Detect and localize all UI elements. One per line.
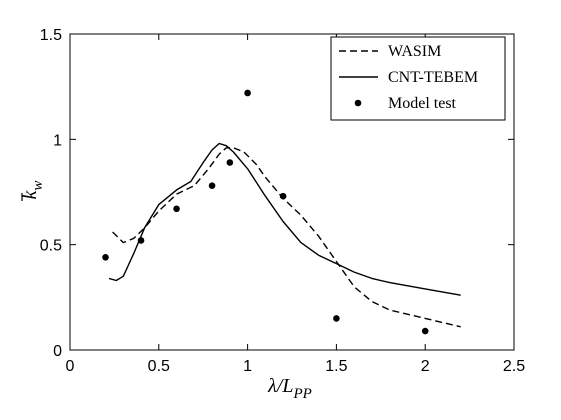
data-point-model-test [333,315,340,322]
y-axis-label-main: k [19,189,41,199]
series-layer [102,89,461,335]
data-point-model-test [173,205,180,213]
data-point-model-test [102,254,109,261]
x-tick-label: 0.5 [148,358,170,375]
x-tick-label: 1 [243,358,252,375]
legend-label-wasim: WASIM [388,43,441,60]
data-point-model-test [208,182,216,189]
data-point-model-test [137,237,145,244]
x-axis-label: λ/LPP [267,375,312,402]
y-tick-label: 0.5 [40,238,62,255]
legend-label-cnt-tebem: CNT-TEBEM [388,69,478,86]
data-point-model-test [244,89,251,97]
legend-label-model-test: Model test [388,95,457,112]
x-tick-label: 2.5 [503,358,525,375]
series-line-cnt-tebem [108,142,461,296]
y-tick-label: 1 [53,132,62,149]
series-line-wasim [112,147,461,328]
x-tick-label: 0 [66,358,75,375]
x-axis-label-sub: PP [293,386,312,402]
data-point-model-test [421,327,429,335]
y-tick-label: 0 [53,343,62,360]
legend-swatch-model-test [354,99,362,107]
x-tick-label: 2 [421,358,430,375]
y-axis-label-group: kw [19,181,46,201]
data-point-model-test [279,192,287,200]
x-tick-label: 1.5 [325,358,347,375]
x-axis-label-main: λ/L [267,375,293,397]
tick-labels: 0 0.5 1 1.5 2 2.5 0 0.5 1 1.5 [40,27,525,375]
y-axis-label-sub: w [30,181,46,191]
y-tick-label: 1.5 [40,27,62,44]
data-point-model-test [226,159,234,166]
legend-box [330,36,506,121]
legend: WASIM CNT-TEBEM Model test [330,36,506,121]
y-axis-label: kw [19,181,46,200]
